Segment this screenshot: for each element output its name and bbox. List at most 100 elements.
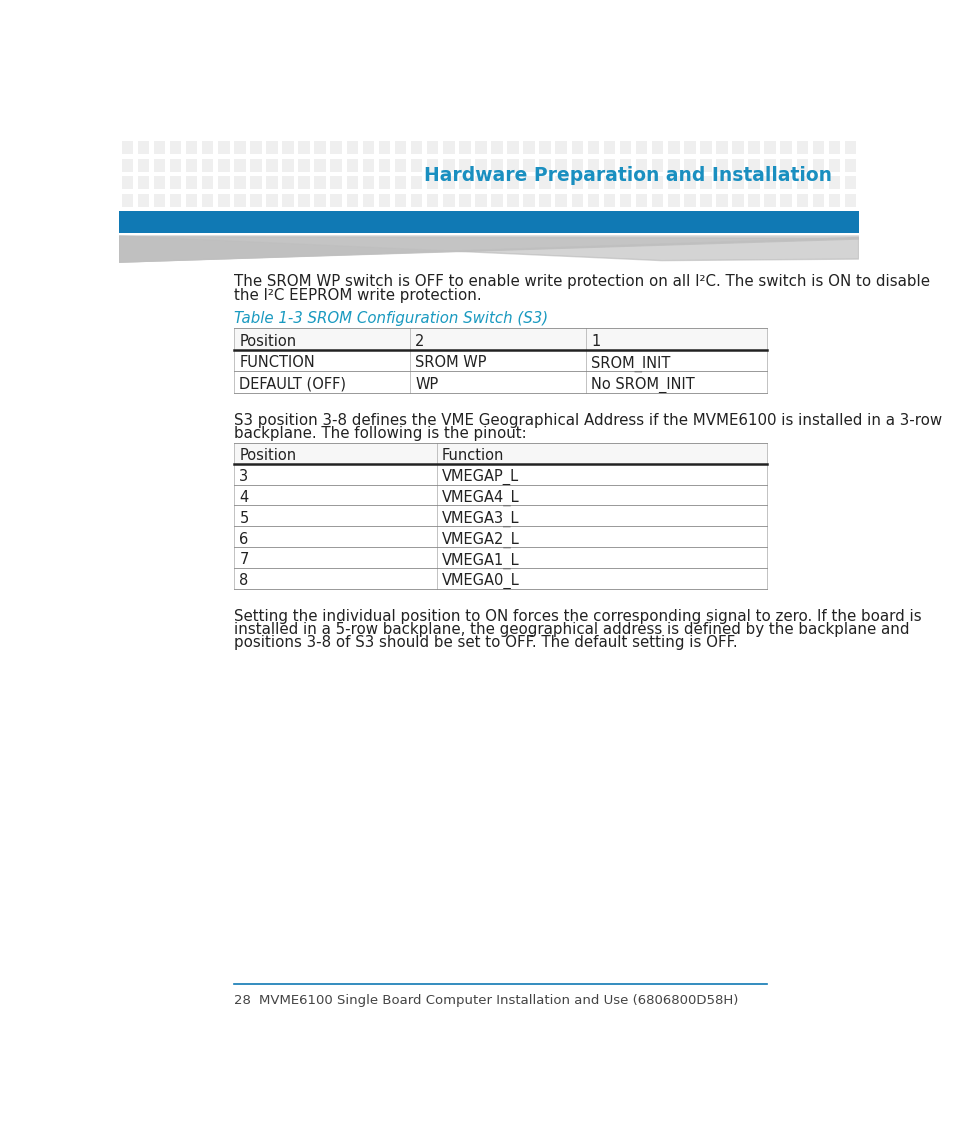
- Bar: [619, 176, 631, 189]
- Bar: [121, 159, 132, 172]
- Bar: [298, 194, 310, 206]
- Text: Hardware Preparation and Installation: Hardware Preparation and Installation: [424, 166, 831, 184]
- Text: VMEGA1_L: VMEGA1_L: [441, 552, 519, 569]
- Bar: [763, 194, 775, 206]
- Bar: [186, 141, 197, 155]
- Bar: [523, 141, 535, 155]
- Bar: [780, 141, 791, 155]
- Bar: [250, 159, 261, 172]
- Bar: [202, 194, 213, 206]
- Bar: [233, 350, 766, 371]
- Bar: [233, 371, 766, 393]
- Bar: [475, 194, 486, 206]
- Bar: [700, 159, 711, 172]
- Polygon shape: [119, 237, 858, 262]
- Text: The SROM WP switch is OFF to enable write protection on all I²C. The switch is O: The SROM WP switch is OFF to enable writ…: [233, 275, 929, 290]
- Bar: [266, 159, 277, 172]
- Bar: [587, 176, 598, 189]
- Bar: [587, 194, 598, 206]
- Bar: [314, 194, 326, 206]
- Bar: [442, 159, 454, 172]
- Bar: [635, 194, 647, 206]
- Text: VMEGA3_L: VMEGA3_L: [441, 511, 519, 527]
- Text: 28: 28: [233, 994, 251, 1006]
- Bar: [330, 159, 342, 172]
- Bar: [683, 141, 695, 155]
- Text: S3 position 3-8 defines the VME Geographical Address if the MVME6100 is installe: S3 position 3-8 defines the VME Geograph…: [233, 413, 942, 428]
- Bar: [700, 194, 711, 206]
- Text: positions 3-8 of S3 should be set to OFF. The default setting is OFF.: positions 3-8 of S3 should be set to OFF…: [233, 634, 737, 650]
- Text: Setting the individual position to ON forces the corresponding signal to zero. I: Setting the individual position to ON fo…: [233, 609, 921, 624]
- Bar: [170, 141, 181, 155]
- Bar: [458, 176, 470, 189]
- Bar: [619, 159, 631, 172]
- Text: Table 1-3 SROM Configuration Switch (S3): Table 1-3 SROM Configuration Switch (S3): [233, 311, 548, 326]
- Bar: [571, 176, 582, 189]
- Bar: [475, 141, 486, 155]
- Bar: [667, 141, 679, 155]
- Bar: [732, 194, 743, 206]
- Bar: [346, 176, 357, 189]
- Bar: [395, 141, 406, 155]
- Bar: [603, 194, 615, 206]
- Bar: [395, 176, 406, 189]
- Bar: [538, 159, 551, 172]
- Bar: [282, 141, 294, 155]
- Text: backplane. The following is the pinout:: backplane. The following is the pinout:: [233, 426, 526, 441]
- Bar: [796, 194, 807, 206]
- Bar: [763, 176, 775, 189]
- Bar: [314, 176, 326, 189]
- Bar: [732, 141, 743, 155]
- Bar: [233, 176, 245, 189]
- Bar: [233, 141, 245, 155]
- Bar: [491, 159, 502, 172]
- Text: VMEGA4_L: VMEGA4_L: [441, 490, 519, 506]
- Bar: [202, 159, 213, 172]
- Bar: [362, 159, 374, 172]
- Bar: [378, 159, 390, 172]
- Bar: [635, 176, 647, 189]
- Bar: [828, 141, 840, 155]
- Bar: [716, 141, 727, 155]
- Bar: [651, 194, 662, 206]
- Bar: [507, 159, 518, 172]
- Bar: [812, 176, 823, 189]
- Bar: [538, 176, 551, 189]
- Text: installed in a 5-row backplane, the geographical address is defined by the backp: installed in a 5-row backplane, the geog…: [233, 622, 908, 637]
- Text: 2: 2: [415, 333, 424, 349]
- Bar: [411, 141, 422, 155]
- Bar: [555, 159, 566, 172]
- Bar: [747, 176, 760, 189]
- Bar: [538, 141, 551, 155]
- Bar: [716, 159, 727, 172]
- Text: 8: 8: [239, 574, 249, 589]
- Bar: [523, 159, 535, 172]
- Bar: [763, 159, 775, 172]
- Bar: [796, 159, 807, 172]
- Bar: [153, 194, 165, 206]
- Bar: [170, 176, 181, 189]
- Bar: [587, 141, 598, 155]
- Polygon shape: [119, 236, 858, 262]
- Bar: [763, 141, 775, 155]
- Bar: [362, 176, 374, 189]
- Bar: [507, 141, 518, 155]
- Bar: [812, 159, 823, 172]
- Bar: [571, 194, 582, 206]
- Bar: [330, 176, 342, 189]
- Bar: [667, 159, 679, 172]
- Text: SROM_INIT: SROM_INIT: [591, 355, 670, 371]
- Bar: [137, 159, 149, 172]
- Bar: [250, 141, 261, 155]
- Bar: [217, 176, 230, 189]
- Bar: [266, 194, 277, 206]
- Bar: [217, 159, 230, 172]
- Bar: [282, 194, 294, 206]
- Bar: [395, 194, 406, 206]
- Bar: [571, 159, 582, 172]
- Text: Function: Function: [441, 449, 504, 464]
- Bar: [233, 443, 766, 464]
- Bar: [732, 159, 743, 172]
- Bar: [683, 194, 695, 206]
- Bar: [812, 194, 823, 206]
